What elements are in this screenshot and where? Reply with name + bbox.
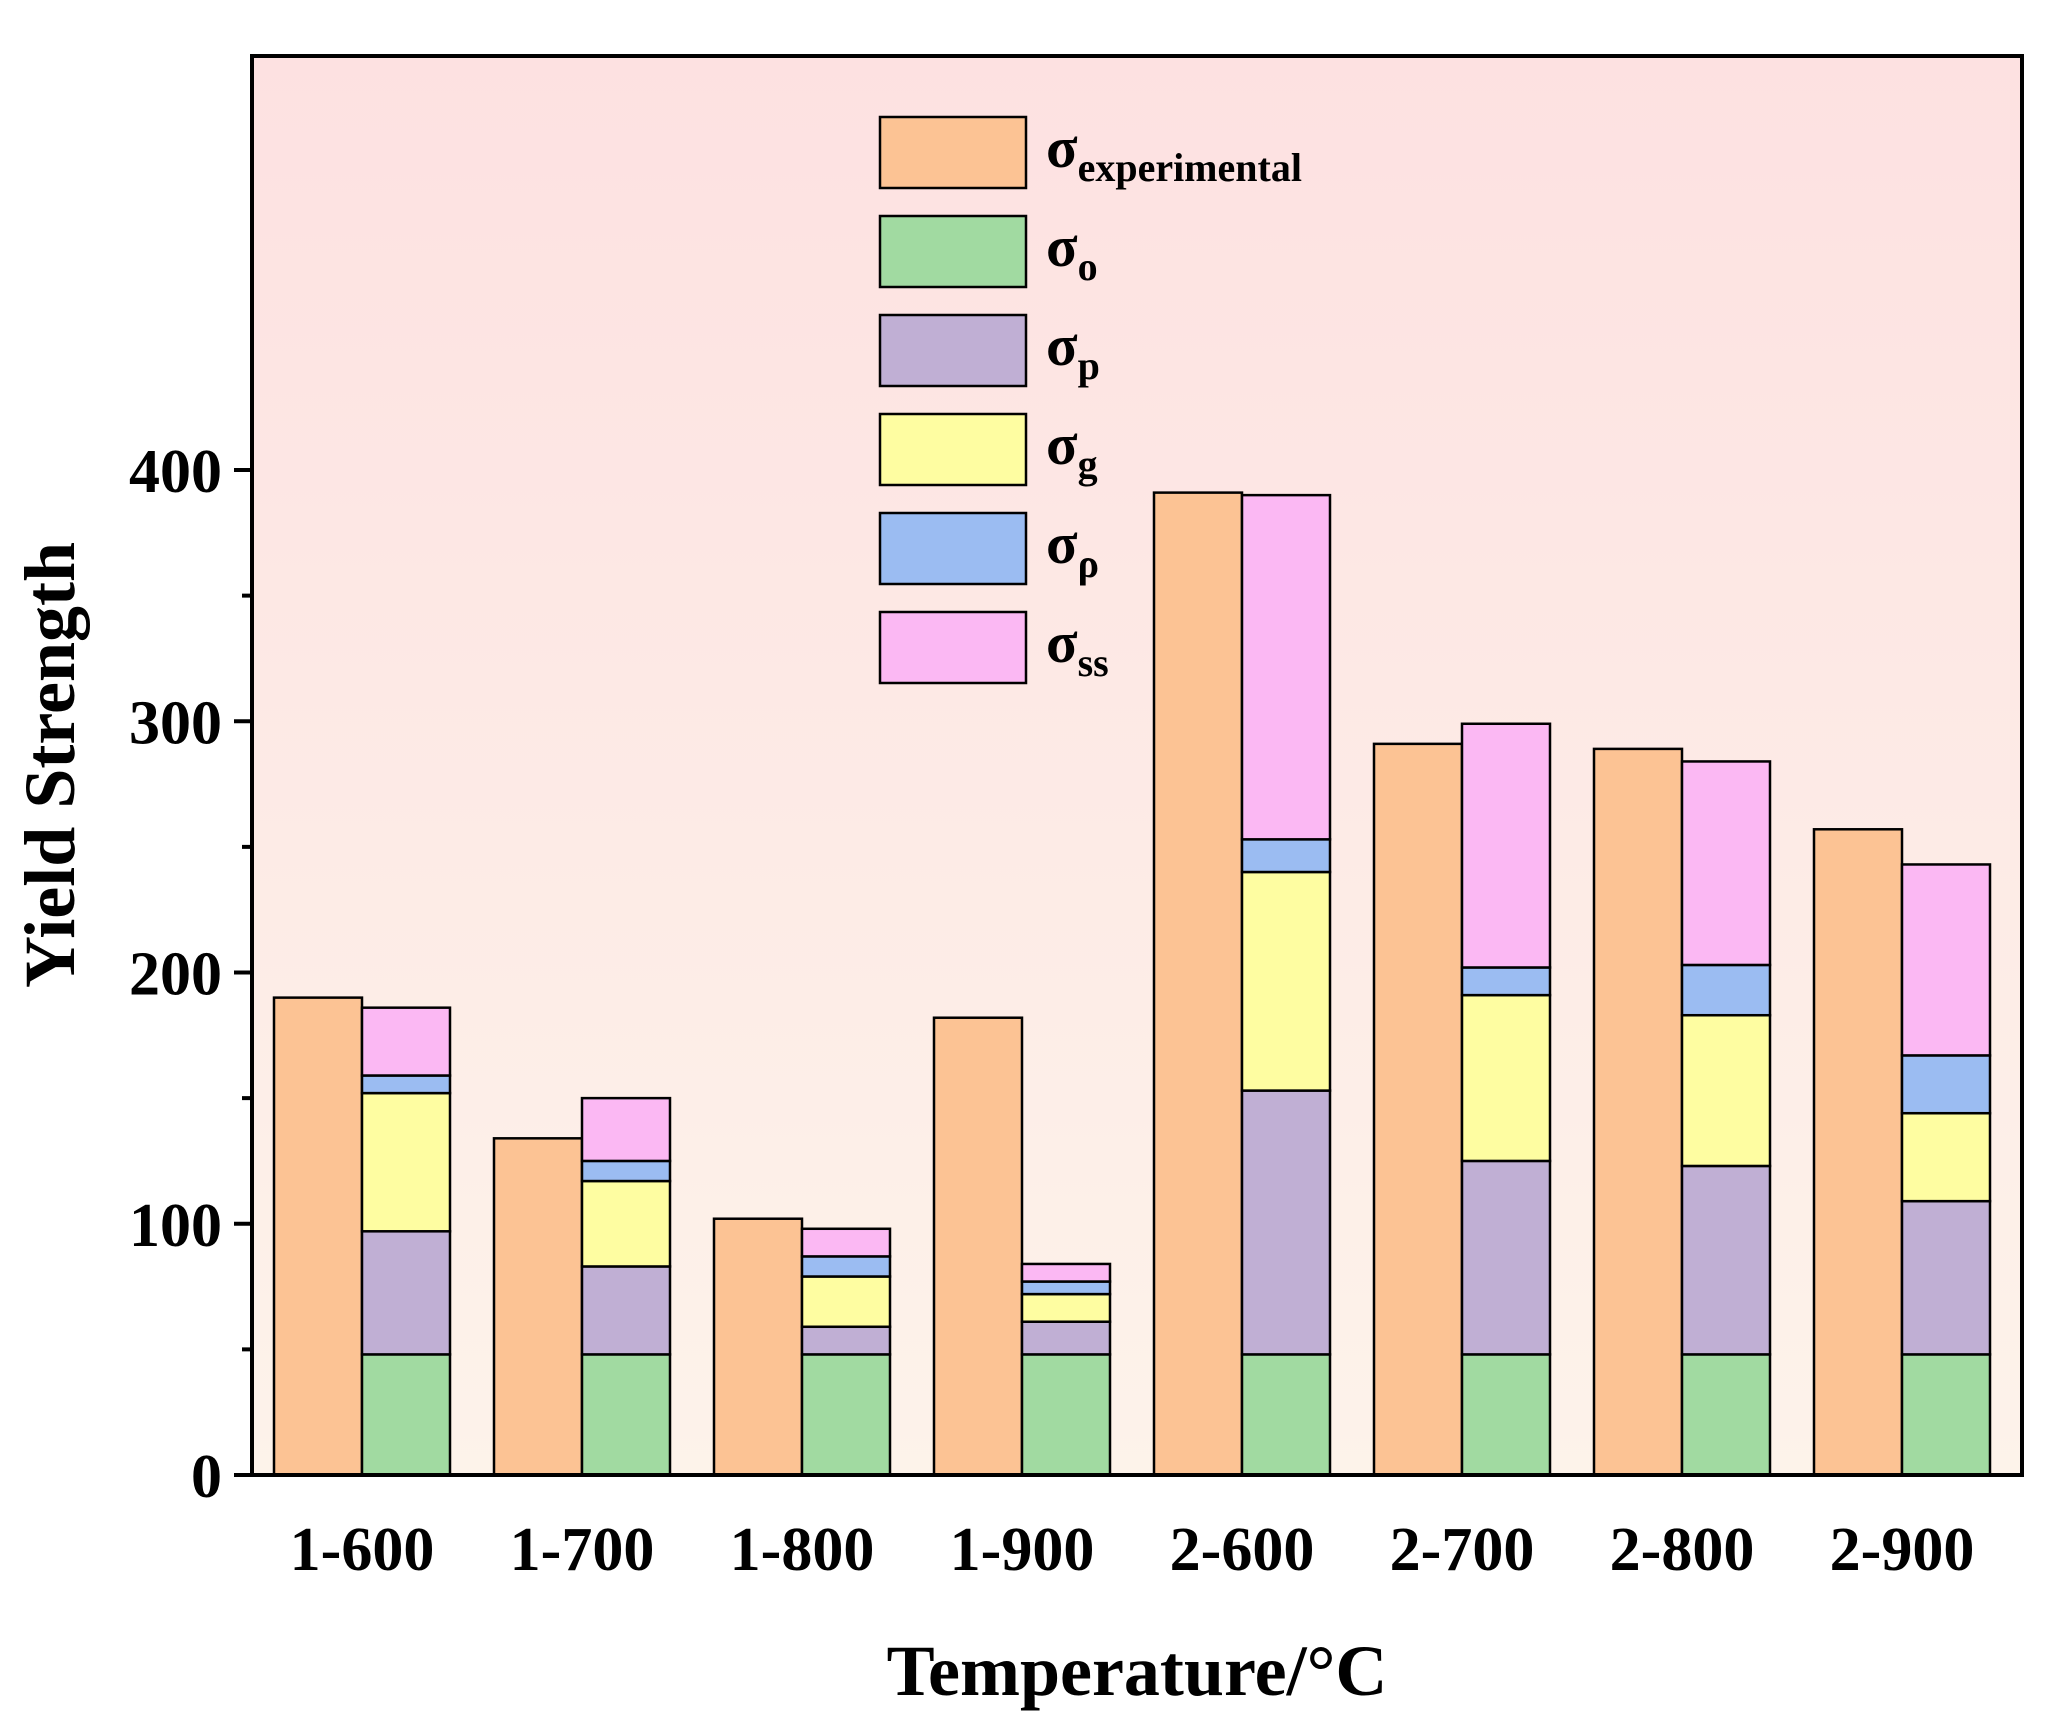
bar-g-2-900	[1900, 1111, 1992, 1203]
bar-experimental-1-700	[492, 1137, 584, 1477]
bar-p-1-900	[1020, 1320, 1112, 1356]
legend-label-p: σp	[1046, 313, 1100, 388]
bar-ss-2-900	[1900, 863, 1992, 1057]
legend-label-ss: σss	[1046, 610, 1109, 685]
bar-experimental-2-900	[1812, 828, 1904, 1477]
axes-layer: 0 100 200 300 400 1-600 1-700 1-800 1-900 2-600 2-…	[129, 438, 1974, 1584]
bar-experimental-1-800	[712, 1217, 804, 1477]
y-tick-label: 400	[129, 438, 222, 506]
bar-o-1-600	[360, 1353, 452, 1477]
bar-p-1-600	[360, 1230, 452, 1356]
bar-experimental-1-900	[932, 1016, 1024, 1477]
bar-g-1-800	[800, 1275, 892, 1329]
bar-p-2-600	[1240, 1089, 1332, 1356]
bar-ρ-2-900	[1900, 1054, 1992, 1115]
bar-experimental-2-800	[1592, 747, 1684, 1477]
x-tick-label: 1-600	[290, 1516, 435, 1584]
x-tick-label: 2-900	[1830, 1516, 1975, 1584]
y-axis-title: Yield Strength	[10, 542, 90, 988]
bar-p-1-800	[800, 1325, 892, 1356]
bar-ss-1-600	[360, 1006, 452, 1077]
bar-experimental-2-700	[1372, 742, 1464, 1477]
legend-label-experimental: σexperimental	[1046, 115, 1302, 190]
bar-ss-1-800	[800, 1227, 892, 1258]
bar-o-2-800	[1680, 1353, 1772, 1477]
bar-g-2-800	[1680, 1013, 1772, 1168]
y-tick-label: 100	[129, 1192, 222, 1260]
bar-ss-1-900	[1020, 1262, 1112, 1283]
bar-g-1-900	[1020, 1292, 1112, 1323]
legend-label-g: σg	[1046, 412, 1098, 487]
bar-ss-2-800	[1680, 760, 1772, 967]
bars-layer	[272, 491, 1992, 1477]
bar-p-2-800	[1680, 1164, 1772, 1356]
bar-g-1-600	[360, 1091, 452, 1233]
y-tick-label: 200	[129, 941, 222, 1009]
bar-experimental-2-600	[1152, 491, 1244, 1477]
x-axis-title: Temperature/°C	[887, 1631, 1388, 1711]
bar-p-2-900	[1900, 1199, 1992, 1356]
x-tick-label: 2-700	[1390, 1516, 1535, 1584]
x-tick-label: 2-600	[1170, 1516, 1315, 1584]
legend-swatch-p	[878, 313, 1028, 388]
bar-g-2-700	[1460, 993, 1552, 1163]
bar-ρ-2-600	[1240, 838, 1332, 874]
bar-o-2-900	[1900, 1353, 1992, 1477]
bar-o-1-700	[580, 1353, 672, 1477]
legend-swatch-o	[878, 214, 1028, 289]
bar-ss-1-700	[580, 1096, 672, 1163]
bar-ρ-1-700	[580, 1159, 672, 1183]
legend-label-ρ: σρ	[1046, 511, 1099, 586]
bar-g-2-600	[1240, 870, 1332, 1092]
x-tick-label: 1-700	[510, 1516, 655, 1584]
bar-p-2-700	[1460, 1159, 1552, 1356]
bar-o-1-800	[800, 1353, 892, 1477]
bar-ss-2-600	[1240, 493, 1332, 841]
bar-ρ-2-800	[1680, 963, 1772, 1017]
legend-label-o: σo	[1046, 214, 1098, 289]
bar-g-1-700	[580, 1179, 672, 1268]
bar-o-2-700	[1460, 1353, 1552, 1477]
legend: σexperimental σo σp σg σρ σss	[878, 115, 1302, 685]
bar-experimental-1-600	[272, 996, 364, 1477]
plot-frame	[250, 54, 2024, 1477]
bar-ρ-2-700	[1460, 966, 1552, 997]
bar-p-1-700	[580, 1265, 672, 1356]
y-tick-label: 300	[129, 689, 222, 757]
x-tick-label: 1-800	[730, 1516, 875, 1584]
bar-ρ-1-800	[800, 1255, 892, 1278]
y-tick-label: 0	[191, 1443, 222, 1511]
bar-o-2-600	[1240, 1353, 1332, 1477]
bar-o-1-900	[1020, 1353, 1112, 1477]
legend-swatch-g	[878, 412, 1028, 487]
bar-ρ-1-900	[1020, 1280, 1112, 1296]
legend-swatch-ρ	[878, 511, 1028, 586]
legend-swatch-ss	[878, 610, 1028, 685]
bar-ρ-1-600	[360, 1074, 452, 1095]
legend-swatch-experimental	[878, 115, 1028, 190]
x-tick-label: 1-900	[950, 1516, 1095, 1584]
x-tick-label: 2-800	[1610, 1516, 1755, 1584]
bar-ss-2-700	[1460, 722, 1552, 969]
